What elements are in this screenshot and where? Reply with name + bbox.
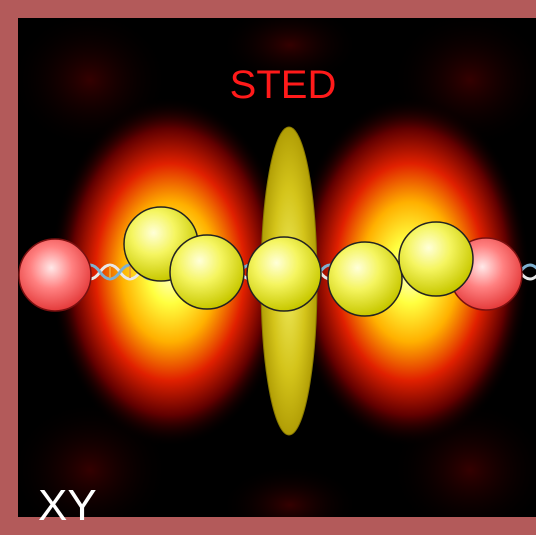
figure-title: STED xyxy=(230,63,337,107)
yellow-bead xyxy=(169,234,245,310)
faint-lobe xyxy=(220,465,360,517)
corner-label: XY xyxy=(38,481,97,530)
faint-lobe xyxy=(220,18,360,85)
yellow-bead xyxy=(327,241,403,317)
red-bead-left xyxy=(18,238,92,312)
yellow-bead xyxy=(398,221,474,297)
yellow-bead xyxy=(246,236,322,312)
